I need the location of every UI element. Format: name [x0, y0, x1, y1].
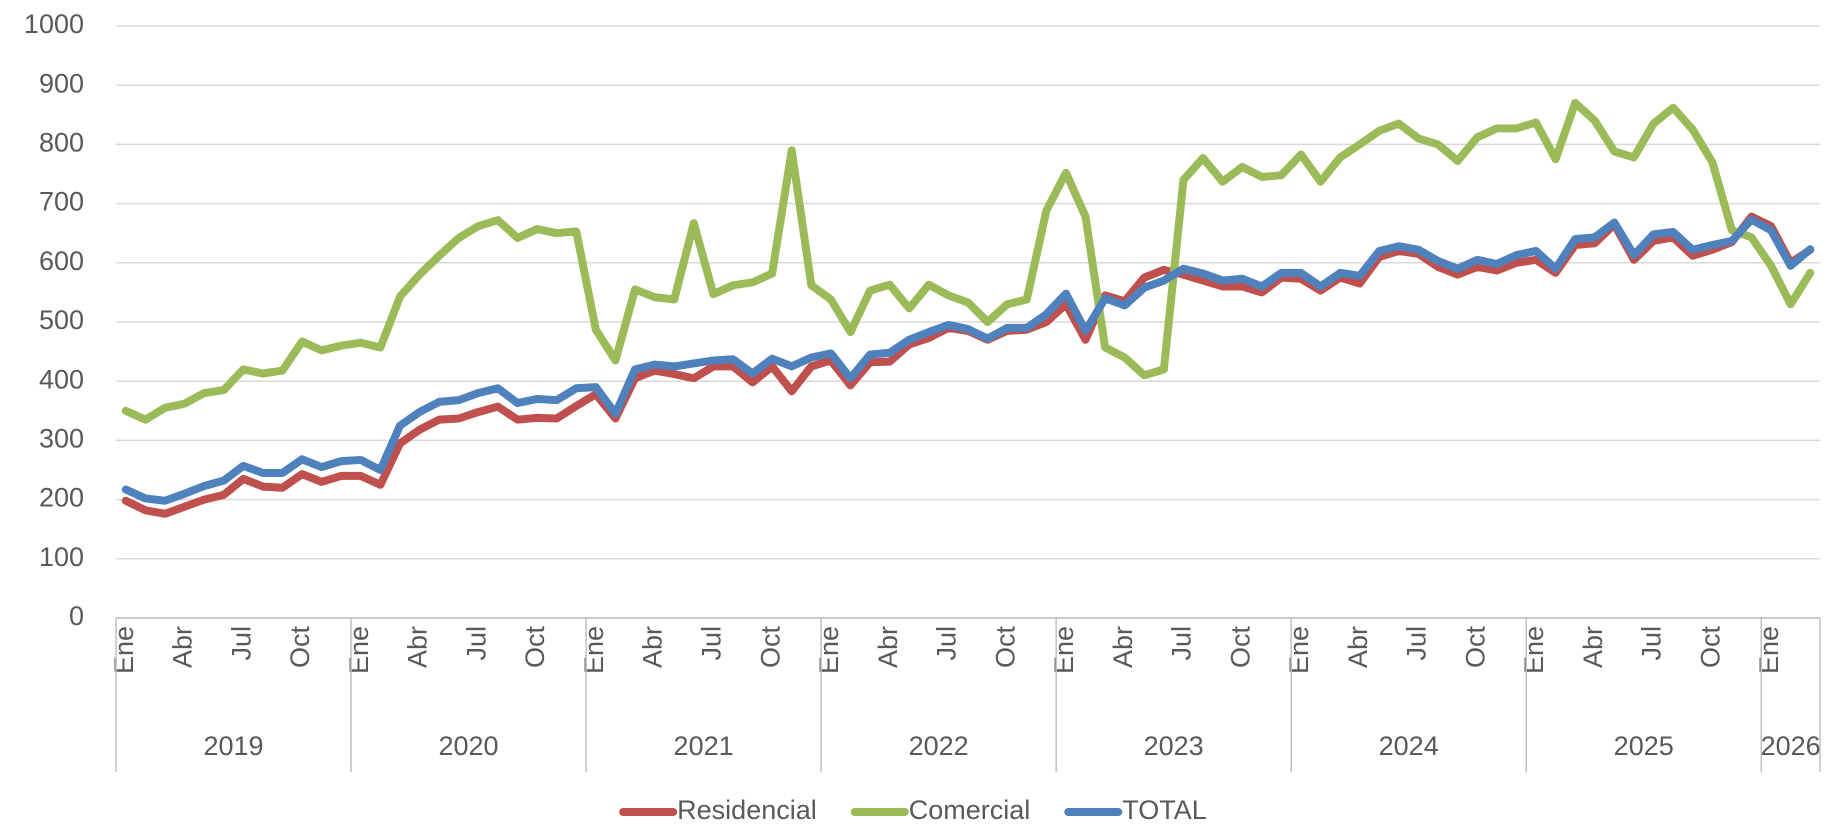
x-tick-label: Ene [1049, 626, 1079, 674]
y-tick-label: 900 [39, 68, 84, 98]
x-tick-label: Oct [1225, 626, 1255, 669]
x-tick-label: Abr [1108, 626, 1138, 668]
x-tick-label: Ene [579, 626, 609, 674]
x-tick-label: Oct [755, 626, 785, 669]
y-tick-label: 300 [39, 424, 84, 454]
x-tick-label: Jul [461, 626, 491, 661]
x-tick-label: Ene [344, 626, 374, 674]
x-tick-label: Oct [520, 626, 550, 669]
y-tick-label: 200 [39, 483, 84, 513]
x-group-label: 2026 [1761, 731, 1821, 761]
x-group-label: 2024 [1379, 731, 1439, 761]
y-tick-label: 800 [39, 128, 84, 158]
x-tick-label: Jul [1167, 626, 1197, 661]
x-tick-label: Ene [814, 626, 844, 674]
series-line [121, 98, 1815, 424]
x-tick-label: Oct [285, 626, 315, 669]
x-tick-label: Abr [1578, 626, 1608, 668]
x-tick-label: Jul [226, 626, 256, 661]
x-tick-label: Jul [1637, 626, 1667, 661]
x-tick-label: Jul [932, 626, 962, 661]
series-line [121, 215, 1815, 505]
y-tick-label: 1000 [24, 9, 84, 39]
y-tick-label: 0 [69, 601, 84, 631]
x-tick-label: Jul [697, 626, 727, 661]
y-tick-label: 700 [39, 187, 84, 217]
x-tick-label: Abr [168, 626, 198, 668]
x-tick-label: Ene [1284, 626, 1314, 674]
x-group-label: 2021 [674, 731, 734, 761]
legend-label: Residencial [677, 795, 817, 825]
legend-label: Comercial [909, 795, 1031, 825]
x-tick-label: Ene [109, 626, 139, 674]
x-group-label: 2022 [909, 731, 969, 761]
y-tick-label: 500 [39, 305, 84, 335]
x-tick-label: Abr [403, 626, 433, 668]
y-tick-label: 100 [39, 542, 84, 572]
x-tick-label: Ene [1754, 626, 1784, 674]
x-group-label: 2020 [439, 731, 499, 761]
x-tick-label: Abr [638, 626, 668, 668]
legend-label: TOTAL [1122, 795, 1207, 825]
y-tick-label: 600 [39, 246, 84, 276]
x-tick-label: Oct [990, 626, 1020, 669]
x-group-label: 2023 [1144, 731, 1204, 761]
x-tick-label: Abr [873, 626, 903, 668]
x-tick-label: Ene [1519, 626, 1549, 674]
x-tick-label: Oct [1460, 626, 1490, 669]
legend: Residencial Comercial TOTAL [619, 795, 1207, 825]
y-tick-label: 400 [39, 364, 84, 394]
x-group-label: 2025 [1614, 731, 1674, 761]
x-tick-label: Jul [1402, 626, 1432, 661]
x-tick-label: Oct [1695, 626, 1725, 669]
x-tick-label: Abr [1343, 626, 1373, 668]
x-group-label: 2019 [203, 731, 263, 761]
